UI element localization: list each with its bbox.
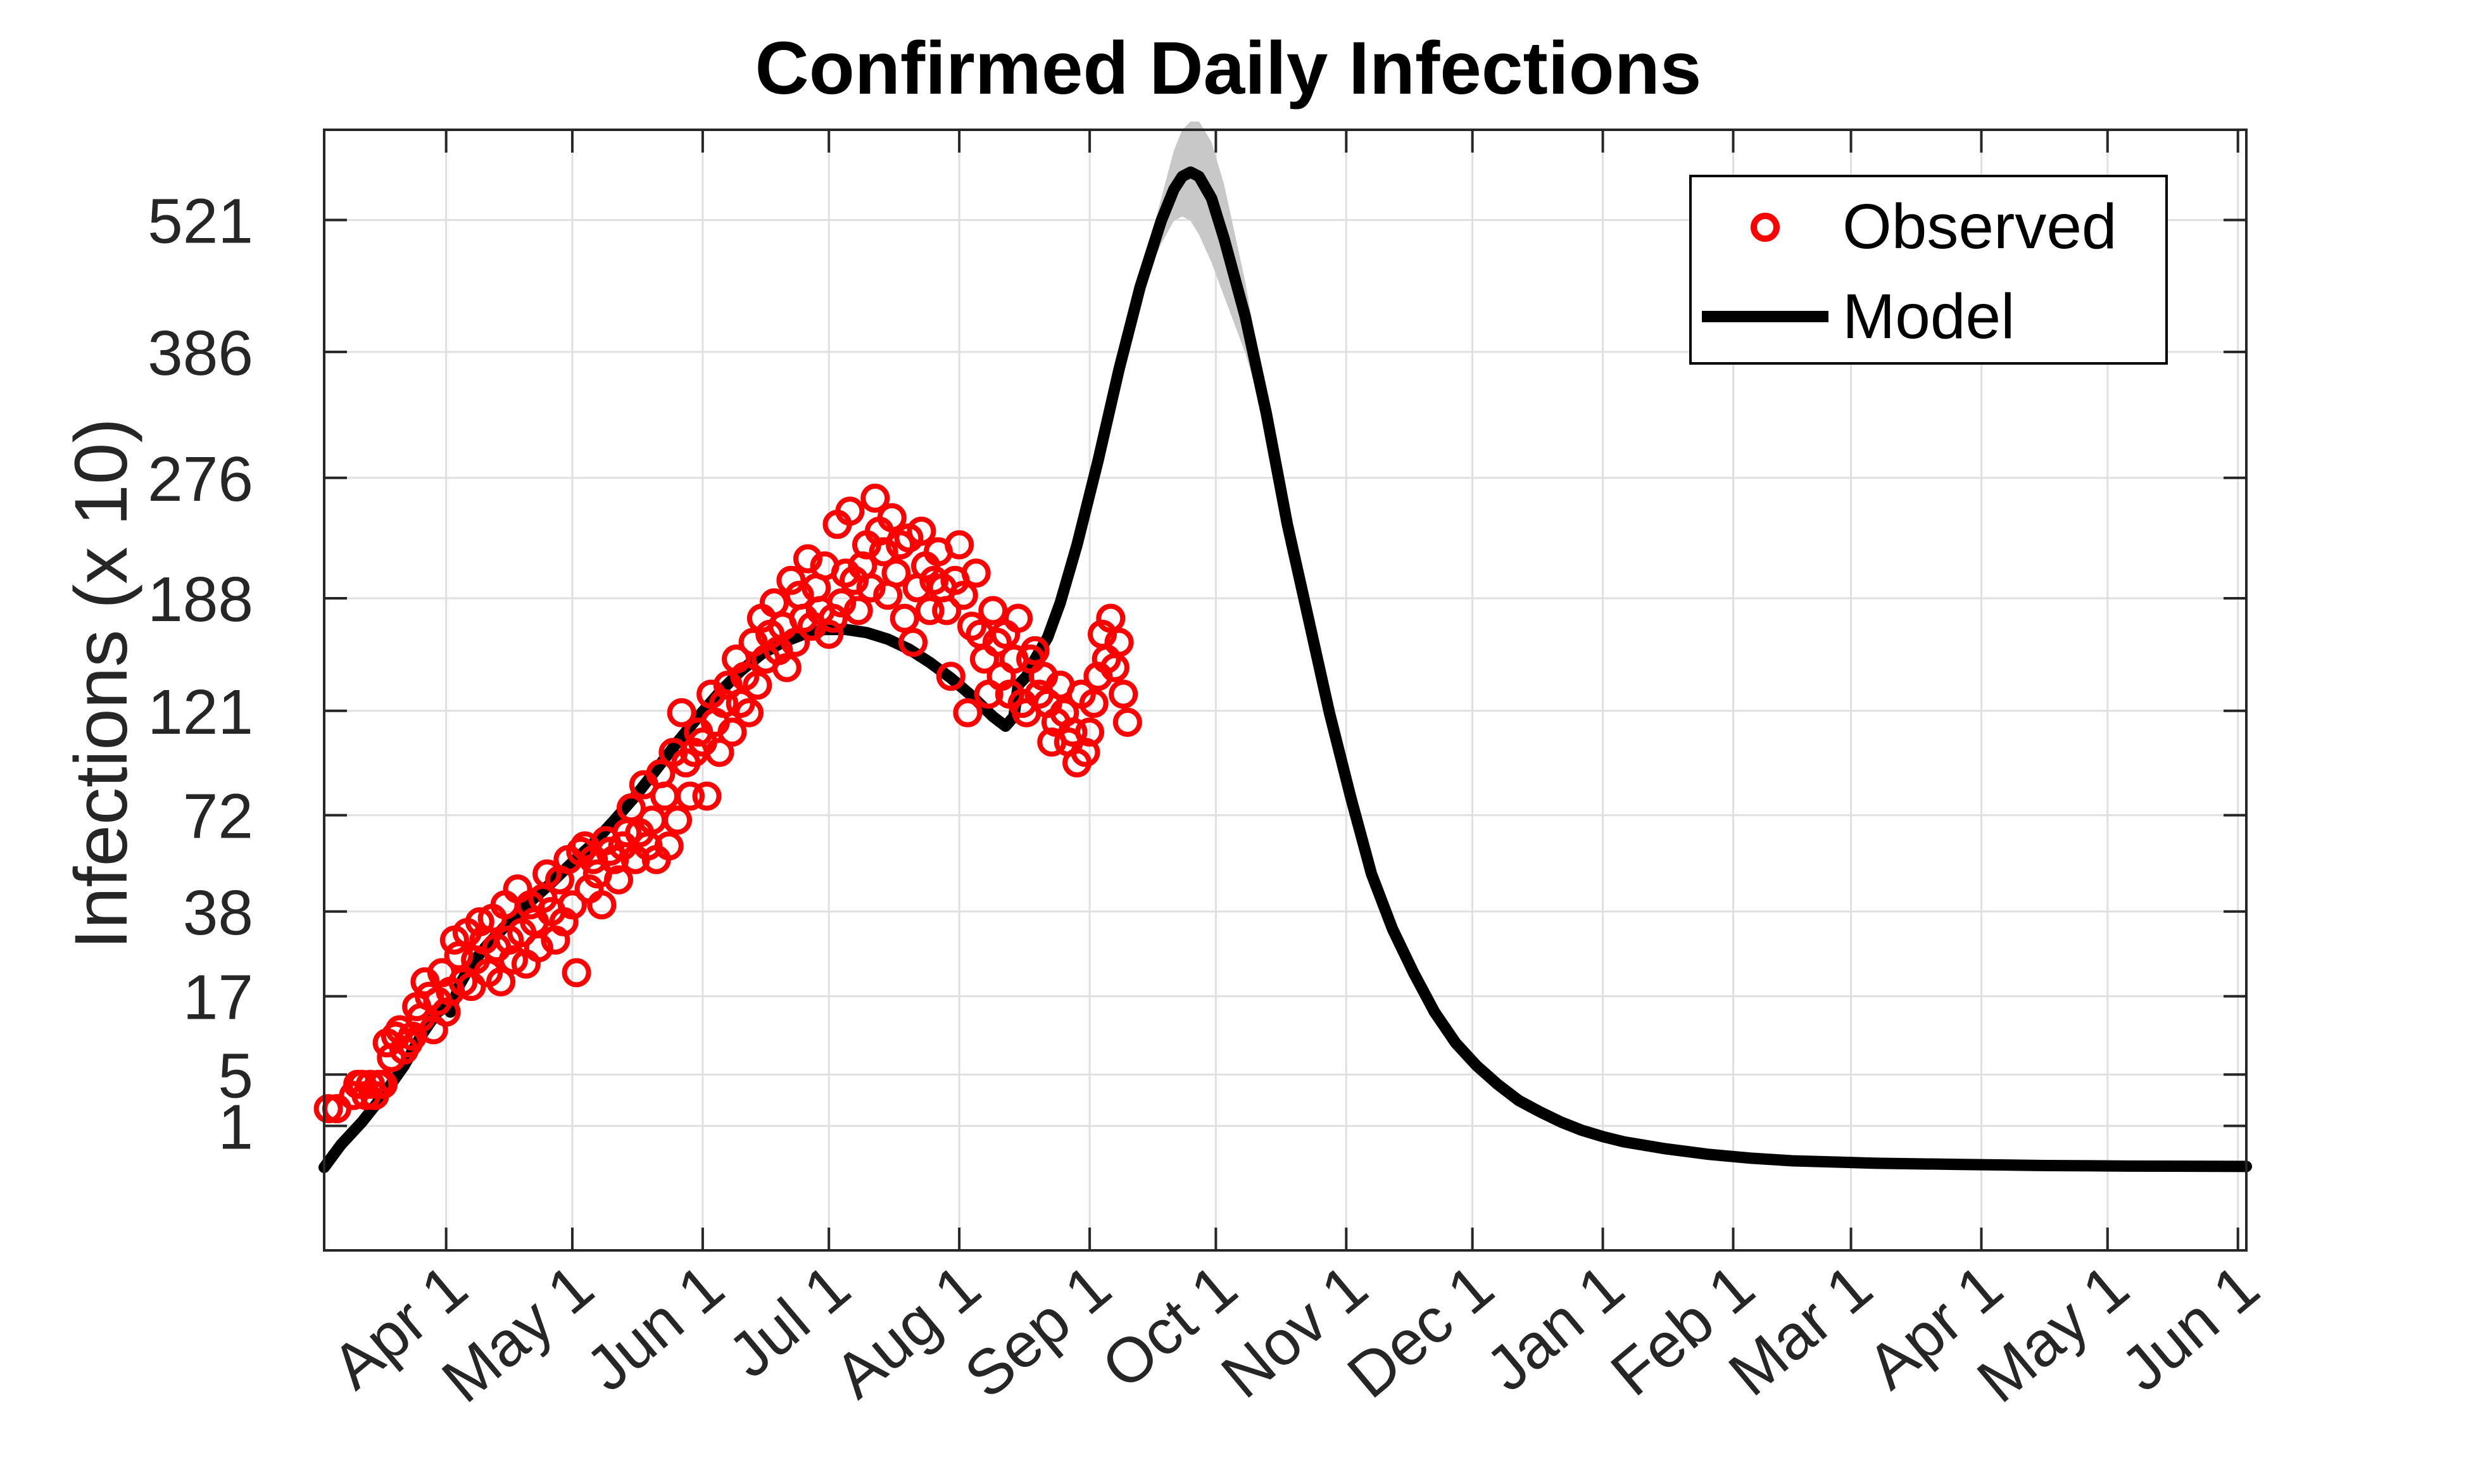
observed-point bbox=[1104, 627, 1134, 657]
observed-point bbox=[961, 558, 991, 588]
observed-point bbox=[1075, 717, 1105, 747]
y-tick-label: 1 bbox=[218, 1091, 253, 1162]
observed-points bbox=[313, 483, 1142, 1124]
observed-point bbox=[907, 516, 936, 546]
observed-point bbox=[776, 565, 806, 595]
observed-point bbox=[945, 530, 974, 560]
observed-point bbox=[827, 588, 857, 618]
observed-point bbox=[1079, 688, 1109, 718]
observed-point bbox=[1096, 603, 1126, 633]
observed-point bbox=[932, 596, 962, 626]
legend-box bbox=[1689, 175, 2168, 365]
observed-point bbox=[465, 907, 494, 937]
observed-point bbox=[915, 596, 945, 626]
y-tick-label: 188 bbox=[148, 564, 253, 635]
observed-point bbox=[869, 537, 898, 567]
observed-point bbox=[313, 1094, 343, 1124]
observed-point bbox=[1020, 636, 1050, 665]
observed-point bbox=[793, 544, 822, 574]
model-line-layer bbox=[318, 166, 2252, 1173]
grid bbox=[324, 130, 2246, 1250]
observed-point bbox=[557, 890, 587, 920]
observed-point bbox=[587, 890, 617, 920]
y-axis-label: Infections (x 10) bbox=[60, 418, 143, 949]
observed-point bbox=[877, 503, 907, 532]
axes bbox=[323, 129, 2248, 1252]
observed-point bbox=[814, 619, 844, 649]
plot-frame bbox=[323, 129, 2248, 1252]
observed-point bbox=[898, 627, 928, 657]
observed-point bbox=[936, 662, 966, 691]
observed-point bbox=[843, 596, 873, 626]
legend: Observed Model bbox=[1689, 175, 2168, 365]
observed-point bbox=[654, 831, 684, 861]
observed-point bbox=[1071, 738, 1100, 767]
observed-point bbox=[978, 596, 1008, 626]
legend-observed-marker bbox=[1751, 213, 1780, 242]
observed-point bbox=[663, 805, 693, 835]
observed-point bbox=[692, 781, 722, 811]
observed-point bbox=[717, 717, 747, 747]
observed-point bbox=[957, 612, 987, 641]
y-tick-label: 521 bbox=[148, 186, 253, 257]
observed-point bbox=[456, 972, 486, 1002]
observed-point bbox=[772, 653, 802, 682]
observed-point bbox=[562, 958, 591, 988]
observed-point bbox=[368, 1069, 398, 1099]
y-tick-label: 17 bbox=[183, 962, 253, 1033]
observed-point bbox=[604, 865, 634, 895]
y-tick-label: 386 bbox=[148, 318, 253, 389]
y-tick-label: 121 bbox=[148, 677, 253, 748]
observed-point bbox=[835, 496, 865, 526]
y-tick-label: 38 bbox=[183, 877, 253, 948]
observed-point bbox=[1004, 603, 1033, 633]
observed-point bbox=[953, 698, 983, 727]
observed-point bbox=[743, 670, 772, 700]
observed-point bbox=[781, 627, 810, 657]
observed-point bbox=[948, 581, 978, 610]
legend-observed-label: Observed bbox=[1842, 191, 2117, 262]
observed-point bbox=[840, 565, 869, 595]
observed-point bbox=[616, 793, 646, 823]
model-line bbox=[318, 166, 2252, 1173]
observed-point bbox=[856, 573, 886, 603]
observed-point bbox=[675, 781, 705, 811]
observed-point bbox=[705, 738, 734, 767]
observed-point bbox=[1112, 707, 1142, 737]
observed-point bbox=[789, 603, 819, 633]
observed-point bbox=[709, 688, 739, 718]
observed-point bbox=[890, 603, 919, 633]
y-tick-label: 72 bbox=[183, 781, 253, 852]
chart-title: Confirmed Daily Infections bbox=[755, 27, 1702, 110]
observed-point bbox=[982, 627, 1012, 657]
observed-point bbox=[860, 483, 890, 513]
observed-point bbox=[881, 558, 911, 588]
observed-point bbox=[1109, 679, 1138, 709]
legend-model-label: Model bbox=[1842, 281, 2015, 352]
y-tick-label: 276 bbox=[148, 444, 253, 515]
observed-point bbox=[734, 698, 764, 727]
observed-point bbox=[498, 945, 528, 975]
observed-point bbox=[818, 603, 848, 633]
observed-point bbox=[486, 967, 516, 997]
observed-point bbox=[667, 698, 696, 727]
observed-point bbox=[524, 933, 553, 963]
y-tick-label: 5 bbox=[218, 1040, 253, 1111]
observed-point bbox=[1058, 717, 1088, 747]
